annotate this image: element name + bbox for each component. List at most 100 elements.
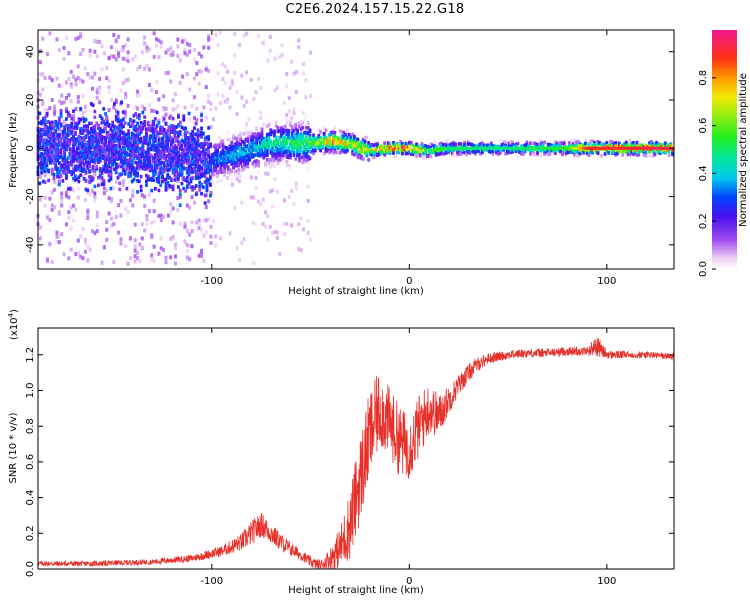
spectrogram-cell xyxy=(306,126,310,130)
spectrogram-cell xyxy=(178,203,182,208)
spectrogram-cell xyxy=(514,144,518,149)
spectrogram-cell xyxy=(658,149,662,153)
spectrogram-cell xyxy=(473,146,476,150)
spectrogram-cell xyxy=(252,220,256,225)
spectrogram-cell xyxy=(183,239,187,244)
spectrogram-cell xyxy=(287,109,291,114)
spectrogram-cell xyxy=(180,143,184,148)
spectrogram-cell xyxy=(50,144,54,148)
spectrogram-cell xyxy=(49,151,52,156)
spectrogram-cell xyxy=(190,228,194,233)
spectrogram-cell xyxy=(175,154,179,159)
spectrogram-cell xyxy=(150,124,154,128)
spectrogram-cell xyxy=(168,163,171,167)
spectrogram-cell xyxy=(296,141,299,145)
spectrogram-cell xyxy=(83,249,87,254)
spectrogram-cell xyxy=(305,154,308,159)
spectrogram-cell xyxy=(81,138,84,143)
spectrogram-cell xyxy=(591,150,595,155)
spectrogram-cell xyxy=(111,162,115,166)
spectrogram-cell xyxy=(189,132,193,136)
spectrogram-cell xyxy=(54,147,58,151)
spectrogram-cell xyxy=(116,113,120,117)
spectrogram-cell xyxy=(164,71,168,76)
spectrogram-cell xyxy=(113,136,116,141)
spectrogram-cell xyxy=(399,139,403,144)
spectrogram-cell xyxy=(296,149,299,154)
spectrogram-cell xyxy=(98,114,102,118)
spectrogram-cell xyxy=(84,155,88,159)
spectrogram-cell xyxy=(552,143,555,148)
spectrogram-cell xyxy=(260,137,264,142)
spectrogram-cell xyxy=(258,140,262,144)
spectrogram-cell xyxy=(98,39,102,44)
spectrogram-cell xyxy=(372,143,376,148)
spectrogram-cell xyxy=(301,160,305,165)
spectrogram-cell xyxy=(126,210,130,215)
spectrogram-cell xyxy=(340,129,344,134)
spectrogram-cell xyxy=(212,168,216,173)
spectrogram-cell xyxy=(216,179,219,184)
spectrogram-cell xyxy=(157,143,161,148)
spectrogram-cell xyxy=(73,174,77,178)
spectrogram-cell xyxy=(130,143,134,148)
spectrogram-cell xyxy=(214,106,218,111)
spectrogram-cell xyxy=(62,119,66,124)
spectrogram-cell xyxy=(137,113,141,117)
spectrogram-cell xyxy=(173,107,177,112)
spectrogram-cell xyxy=(310,150,314,154)
spectrogram-cell xyxy=(159,152,163,157)
spectrogram-cell xyxy=(477,143,481,147)
spectrogram-cell xyxy=(226,69,230,74)
spectrogram-cell xyxy=(111,146,115,151)
spectrogram-cell xyxy=(193,186,196,190)
spectrogram-cell xyxy=(209,168,212,173)
spectrogram-cell xyxy=(326,140,330,145)
spectrogram-cell xyxy=(246,146,250,150)
spectrogram-cell xyxy=(132,143,136,148)
spectrogram-cell xyxy=(173,242,177,247)
spectrogram-cell xyxy=(571,146,574,150)
spectrogram-cell xyxy=(97,175,100,180)
spectrogram-cell xyxy=(290,147,294,151)
spectrogram-cell xyxy=(310,145,314,150)
spectrogram-cell xyxy=(433,148,436,152)
spectrogram-cell xyxy=(86,124,90,128)
spectrogram-cell xyxy=(145,166,148,171)
spectrogram-cell xyxy=(297,156,301,160)
spectrogram-cell xyxy=(248,148,251,152)
spectrogram-cell xyxy=(66,132,70,136)
spectrogram-cell xyxy=(573,152,577,157)
spectrogram-cell xyxy=(152,209,156,214)
spectrogram-cell xyxy=(319,148,323,153)
spectrogram-cell xyxy=(344,140,347,145)
spectrogram-cell xyxy=(244,127,248,131)
spectrogram-cell xyxy=(268,34,272,39)
spectrogram-cell xyxy=(105,144,109,149)
spectrogram-cell xyxy=(169,52,173,57)
spectrogram-cell xyxy=(345,135,349,140)
spectrogram-cell xyxy=(164,181,168,186)
spectrogram-cell xyxy=(217,135,221,140)
spectrogram-cell xyxy=(153,139,157,143)
spectrogram-cell xyxy=(113,167,116,172)
spectrogram-cell xyxy=(68,142,72,146)
spectrogram-cell xyxy=(141,140,145,145)
spectrogram-cell xyxy=(45,112,49,116)
spectrogram-cell xyxy=(173,153,177,158)
spectrogram-cell xyxy=(235,176,239,181)
spectrogram-cell xyxy=(200,191,203,196)
spectrogram-cell xyxy=(228,85,232,90)
spectrogram-cell xyxy=(196,152,200,157)
spectrogram-cell xyxy=(168,138,171,142)
spectrogram-cell xyxy=(317,133,321,138)
spectrogram-cell xyxy=(112,105,116,110)
spectrogram-cell xyxy=(345,142,349,147)
spectrogram-cell xyxy=(201,144,205,148)
spectrogram-cell xyxy=(123,141,127,146)
spectrogram-cell xyxy=(177,150,180,155)
spectrogram-cell xyxy=(408,150,411,155)
spectrogram-cell xyxy=(269,132,273,136)
spectrogram-cell xyxy=(598,141,602,145)
spectrogram-cell xyxy=(157,120,161,125)
